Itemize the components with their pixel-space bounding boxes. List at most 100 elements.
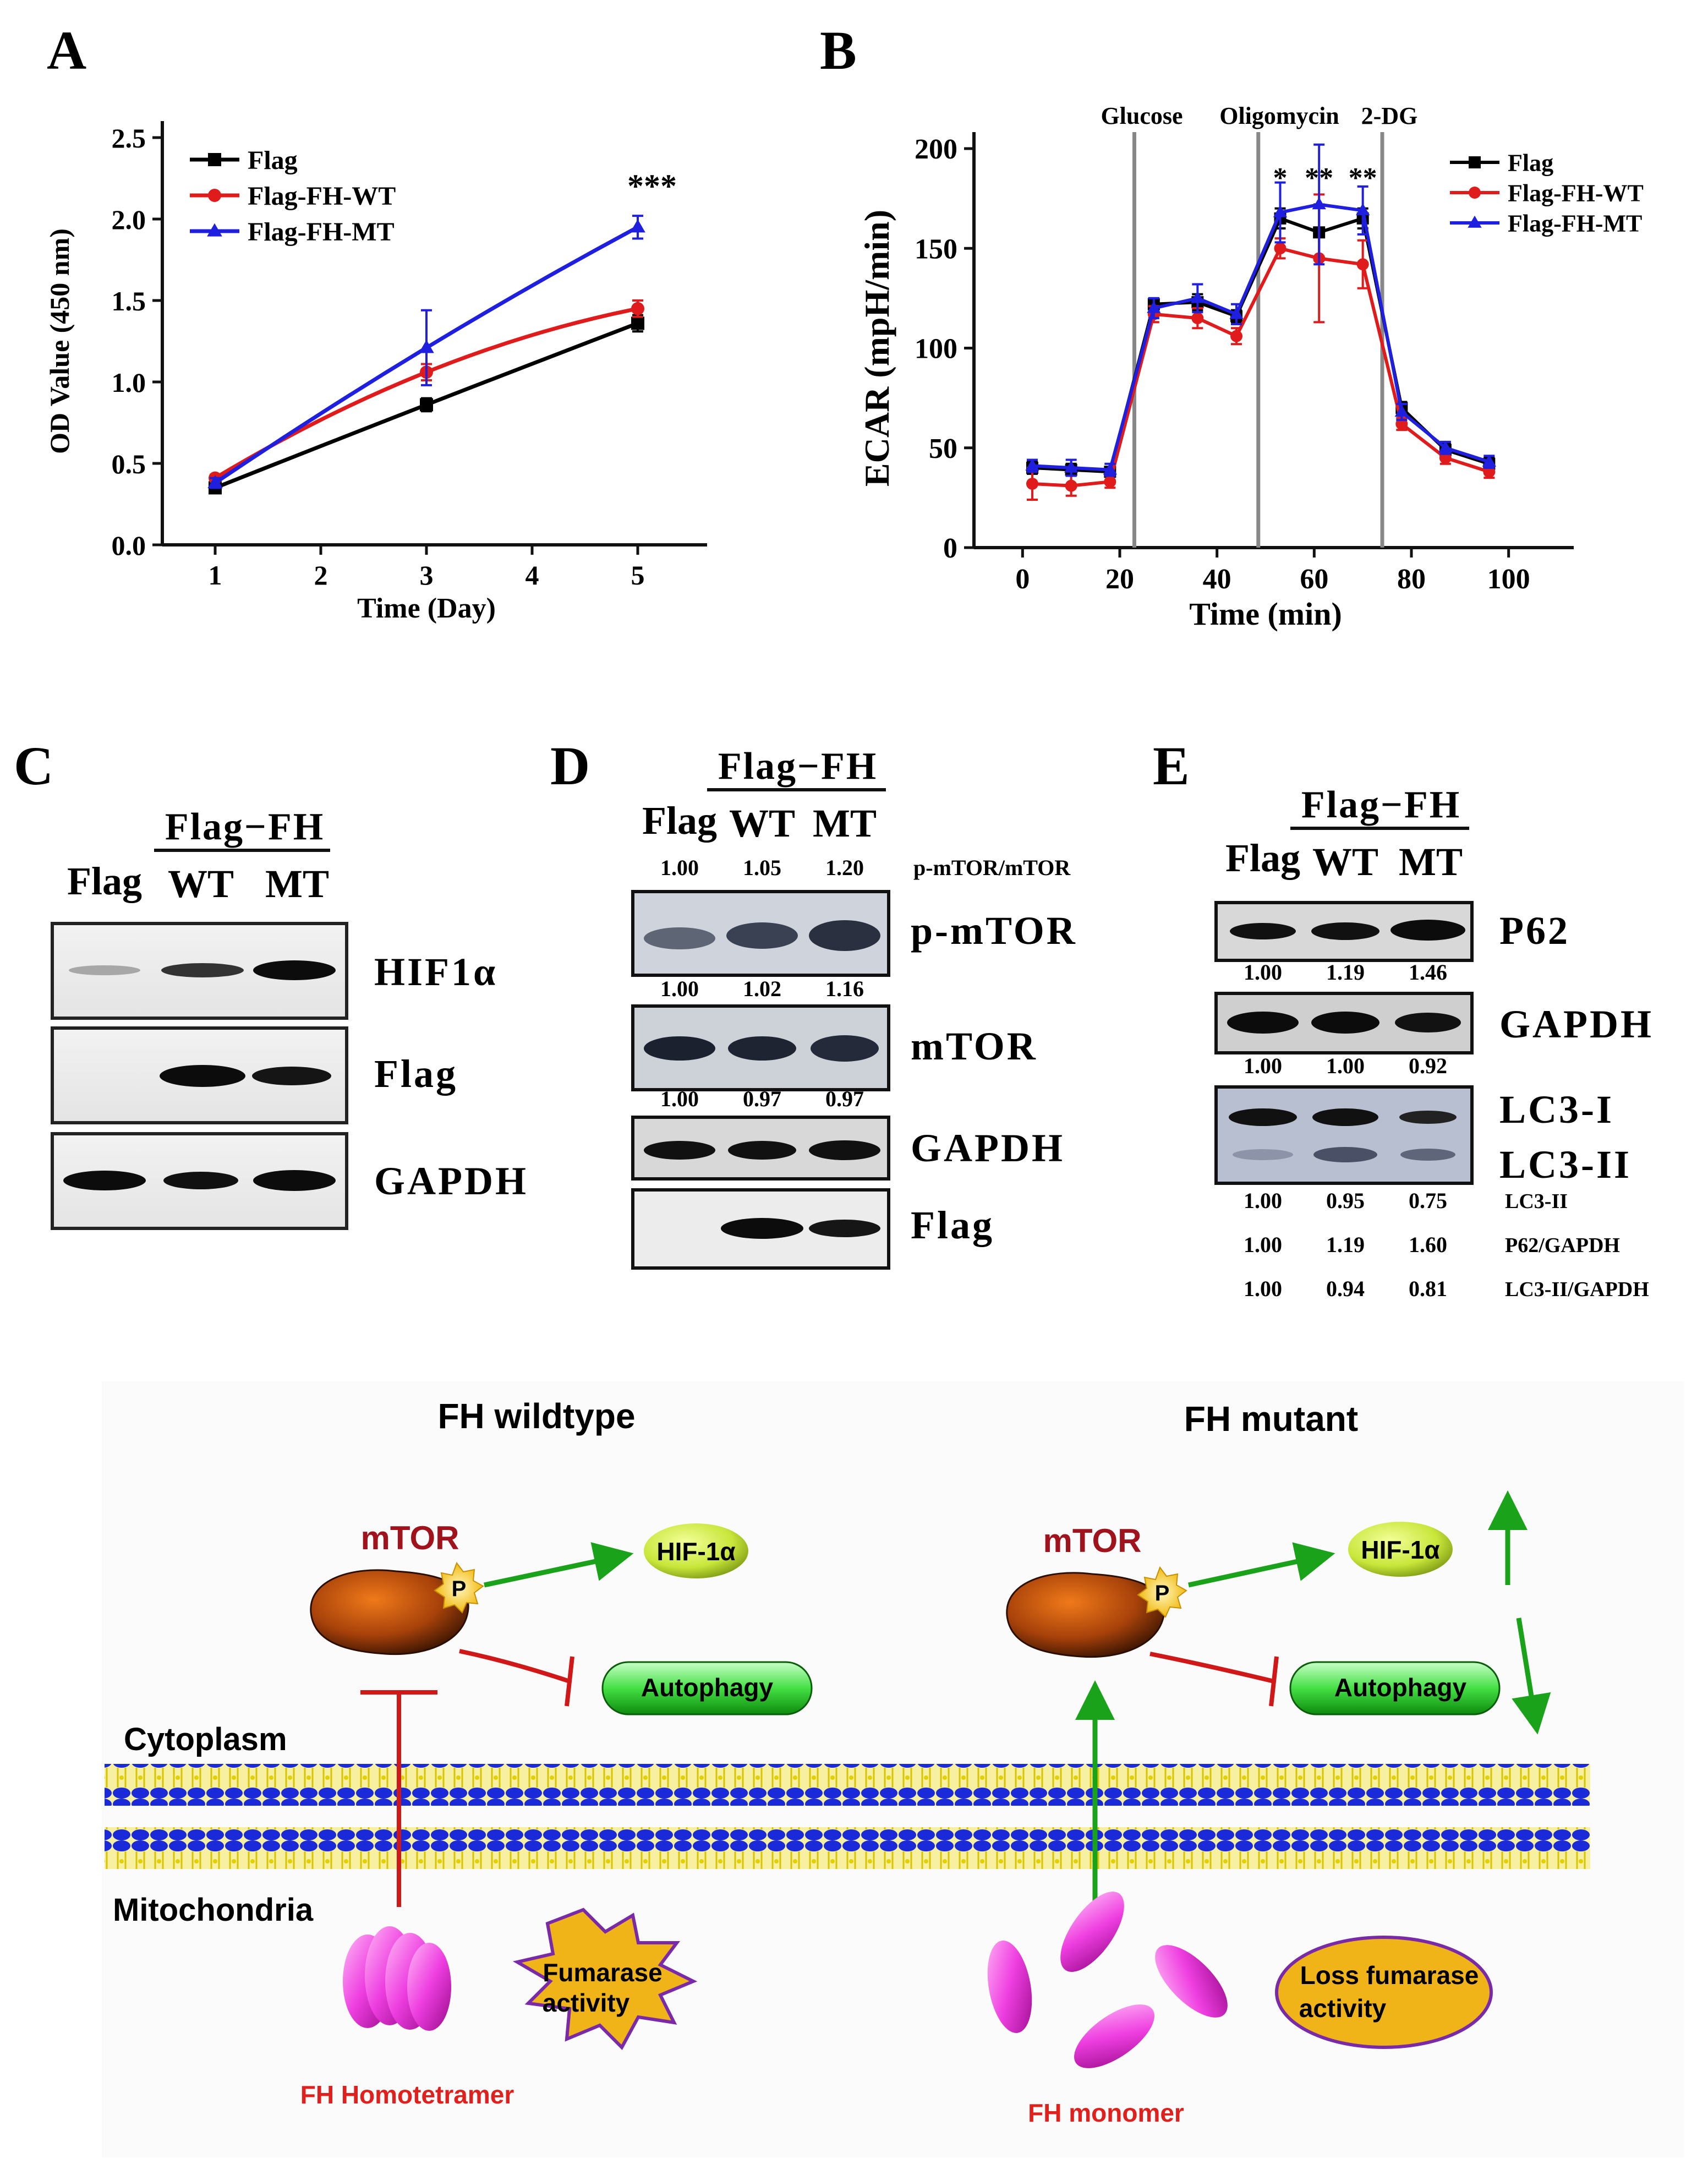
blot-c-flag-band bbox=[160, 1065, 245, 1087]
data-point bbox=[1312, 197, 1326, 210]
fh-homotetramer bbox=[343, 1926, 451, 2031]
x-tick-label: 5 bbox=[631, 560, 645, 591]
blot-e-lane-mt: MT bbox=[1399, 840, 1463, 884]
blot-c-label-hif1a: HIF1α bbox=[374, 950, 497, 994]
loss-fumarase-label-line1: Loss fumarase bbox=[1300, 1961, 1479, 1990]
x-tick-label: 20 bbox=[1105, 564, 1134, 595]
blot-e-ratio: 1.00 bbox=[1244, 1188, 1282, 1213]
legend-marker bbox=[1469, 187, 1481, 199]
legend-marker bbox=[208, 189, 221, 202]
data-point bbox=[1482, 454, 1496, 467]
blot-c-lane-mt: MT bbox=[265, 862, 329, 906]
loss-fumarase-label-line2: activity bbox=[1299, 1994, 1387, 2023]
data-point bbox=[419, 340, 434, 353]
y-tick-label: 1.0 bbox=[112, 367, 146, 398]
x-tick-label: 2 bbox=[314, 560, 328, 591]
y-tick-label: 0.0 bbox=[112, 530, 146, 561]
down-arrow bbox=[1512, 1617, 1551, 1735]
series-flag-fh-wt bbox=[1026, 193, 1496, 501]
blot-d-mtor-band bbox=[811, 1035, 879, 1062]
x-axis-label: Time (min) bbox=[1189, 596, 1342, 632]
diagram-f-title-wildtype: FH wildtype bbox=[437, 1396, 635, 1436]
blot-d-gapdh-band bbox=[644, 1141, 715, 1160]
blot-e-row-label: P62/GAPDH bbox=[1505, 1234, 1620, 1257]
blot-e-gapdh-band bbox=[1227, 1012, 1299, 1034]
blot-e-lc3-membrane bbox=[1214, 1085, 1474, 1185]
y-tick-label: 100 bbox=[915, 334, 957, 365]
data-point bbox=[1064, 460, 1079, 473]
blot-d-gapdh-band bbox=[809, 1140, 880, 1160]
legend-label: Flag-FH-MT bbox=[248, 217, 395, 247]
blot-d-ratio-label: p-mTOR/mTOR bbox=[913, 855, 1071, 880]
blot-e-ratio: 1.19 bbox=[1326, 960, 1365, 985]
blot-d-mtor-band bbox=[728, 1036, 796, 1061]
blot-e-label-lc3i: LC3-I bbox=[1499, 1088, 1614, 1132]
blot-c-lane-flag: Flag bbox=[67, 859, 142, 903]
blot-d-mtor-band bbox=[644, 1036, 715, 1061]
legend-marker bbox=[1468, 215, 1482, 228]
series-flag-fh-mt bbox=[1025, 143, 1496, 477]
series-flag bbox=[1026, 203, 1496, 478]
blot-d-ratio: 1.00 bbox=[660, 1086, 699, 1111]
treatment-label: Oligomycin bbox=[1219, 102, 1339, 129]
y-tick-label: 0.5 bbox=[112, 449, 146, 479]
chart-a: 0.0 0.5 1.0 1.5 2.0 2.5 1 2 3 4 5 Time (Day) OD Valu… bbox=[44, 121, 707, 624]
blot-e-lc3ii-band bbox=[1400, 1149, 1455, 1161]
data-point bbox=[1229, 307, 1244, 319]
blot-e-p62-band bbox=[1230, 923, 1296, 939]
legend-marker bbox=[207, 223, 222, 237]
mtor-label: mTOR bbox=[1043, 1522, 1142, 1559]
blot-e-p62-band bbox=[1391, 920, 1465, 941]
legend-marker bbox=[208, 153, 221, 166]
blot-e-ratio: 1.46 bbox=[1409, 960, 1447, 985]
data-point bbox=[1438, 440, 1453, 453]
blot-d-ratio: 0.97 bbox=[825, 1086, 864, 1111]
inhibition-line bbox=[459, 1649, 571, 1684]
data-point bbox=[1356, 203, 1370, 216]
series-flag-fh-mt bbox=[207, 215, 645, 489]
panel-letter-c: C bbox=[14, 735, 53, 796]
y-tick-label: 50 bbox=[929, 433, 957, 465]
label-mitochondria: Mitochondria bbox=[113, 1892, 314, 1928]
blot-d-label-flag: Flag bbox=[911, 1203, 994, 1247]
blot-c-hif1a-band bbox=[253, 960, 336, 980]
blot-e-ratio: 1.60 bbox=[1409, 1232, 1447, 1257]
x-tick-label: 60 bbox=[1300, 564, 1328, 595]
blot-c-label-flag: Flag bbox=[374, 1052, 458, 1096]
blot-c-lane-wt: WT bbox=[168, 862, 234, 906]
mtor-protein bbox=[310, 1569, 469, 1655]
blot-e-row-label: LC3-II bbox=[1505, 1190, 1568, 1213]
blot-e-row-label: LC3-II/GAPDH bbox=[1505, 1278, 1649, 1301]
data-point bbox=[1065, 479, 1077, 492]
autophagy-box bbox=[1289, 1661, 1501, 1715]
x-tick-label: 80 bbox=[1397, 564, 1426, 595]
blot-d-pmtor-band bbox=[809, 920, 880, 951]
data-point bbox=[1356, 258, 1369, 271]
panel-letter-b: B bbox=[820, 20, 857, 81]
blot-d-ratio: 1.20 bbox=[825, 855, 864, 880]
panel-letter-d: D bbox=[550, 735, 590, 796]
y-axis-label: ECAR (mpH/min) bbox=[857, 210, 896, 487]
data-point bbox=[630, 219, 645, 233]
blot-e-lc3i-band bbox=[1312, 1108, 1378, 1126]
data-point bbox=[1273, 205, 1288, 217]
blot-d-label-pmtor: p-mTOR bbox=[911, 909, 1077, 953]
blot-d-ratio: 1.00 bbox=[660, 855, 699, 880]
blot-e-gapdh-band bbox=[1311, 1012, 1379, 1034]
blot-e-ratio: 0.95 bbox=[1326, 1188, 1365, 1213]
label-cytoplasm: Cytoplasm bbox=[124, 1722, 287, 1757]
data-point bbox=[1026, 478, 1038, 490]
data-point bbox=[1147, 300, 1161, 313]
legend-label: Flag bbox=[1508, 149, 1553, 176]
series-line bbox=[1032, 246, 1490, 488]
inhibition-bar bbox=[1269, 1656, 1279, 1707]
label-fh-homotetramer: FH Homotetramer bbox=[300, 2080, 514, 2109]
blot-e-lc3ii-band bbox=[1313, 1147, 1377, 1162]
blot-d-pmtor-band bbox=[726, 922, 798, 949]
phospho-label: P bbox=[452, 1577, 467, 1601]
membrane-inner bbox=[105, 1827, 1590, 1869]
y-tick-label: 0 bbox=[943, 533, 957, 564]
blot-e-lc3ii-band bbox=[1233, 1149, 1293, 1160]
y-tick-label: 200 bbox=[915, 134, 957, 165]
